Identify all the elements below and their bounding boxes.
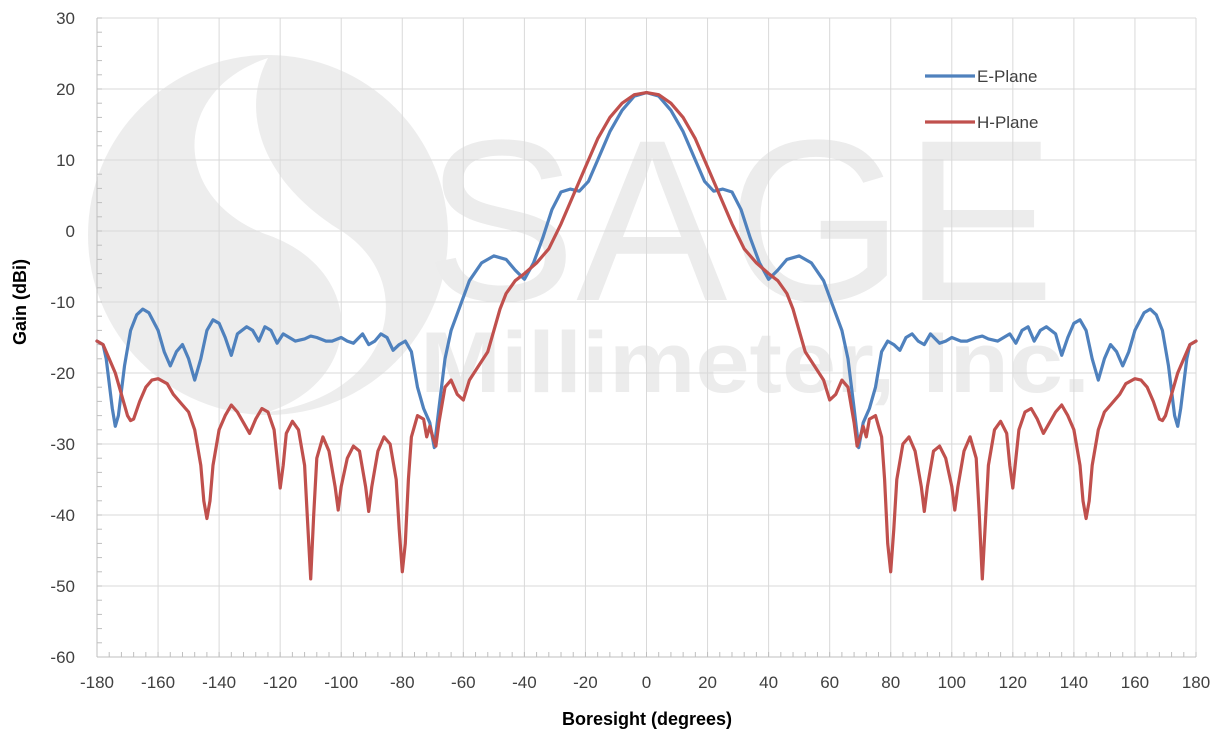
y-tick-label: -20 — [50, 364, 75, 383]
company-watermark: SAGE Millimeter, Inc. — [88, 55, 1090, 415]
x-axis-title: Boresight (degrees) — [562, 709, 732, 729]
x-tick-labels: -180 -160 -140 -120 -100 -80 -60 -40 -20 0 20 40 60 8… — [80, 673, 1210, 692]
y-tick-label: -30 — [50, 435, 75, 454]
x-tick-label: -160 — [141, 673, 175, 692]
x-tick-label: 100 — [938, 673, 966, 692]
x-tick-label: 160 — [1121, 673, 1149, 692]
x-tick-label: -60 — [451, 673, 476, 692]
series-line-h-plane — [95, 91, 1198, 581]
x-tick-label: 120 — [999, 673, 1027, 692]
minor-ticks — [96, 17, 1197, 658]
legend: E-Plane H-Plane — [925, 67, 1038, 132]
x-tick-label: 80 — [881, 673, 900, 692]
y-tick-label: 10 — [56, 151, 75, 170]
x-tick-label: -80 — [390, 673, 415, 692]
x-tick-label: 140 — [1060, 673, 1088, 692]
x-tick-label: -180 — [80, 673, 114, 692]
x-tick-label: 0 — [642, 673, 651, 692]
y-tick-label: -40 — [50, 506, 75, 525]
y-tick-label: -50 — [50, 577, 75, 596]
x-tick-label: 180 — [1182, 673, 1210, 692]
x-tick-label: 60 — [820, 673, 839, 692]
y-tick-label: 0 — [66, 222, 75, 241]
x-tick-label: -20 — [573, 673, 598, 692]
watermark-company: Millimeter, Inc. — [420, 315, 1090, 411]
x-tick-label: 40 — [759, 673, 778, 692]
axes — [96, 18, 1196, 658]
x-tick-label: -100 — [324, 673, 358, 692]
x-tick-label: 20 — [698, 673, 717, 692]
x-tick-label: -40 — [512, 673, 537, 692]
data-series — [95, 91, 1198, 581]
x-tick-label: -140 — [202, 673, 236, 692]
y-tick-label: -60 — [50, 648, 75, 667]
y-tick-label: -10 — [50, 293, 75, 312]
y-tick-label: 20 — [56, 80, 75, 99]
y-axis-title: Gain (dBi) — [10, 259, 30, 345]
y-tick-label: 30 — [56, 9, 75, 28]
x-tick-label: -120 — [263, 673, 297, 692]
y-tick-labels: -60 -50 -40 -30 -20 -10 0 10 20 30 — [50, 9, 75, 667]
legend-label-h-plane: H-Plane — [977, 113, 1038, 132]
watermark-brand: SAGE — [425, 92, 1055, 349]
legend-label-e-plane: E-Plane — [977, 67, 1037, 86]
